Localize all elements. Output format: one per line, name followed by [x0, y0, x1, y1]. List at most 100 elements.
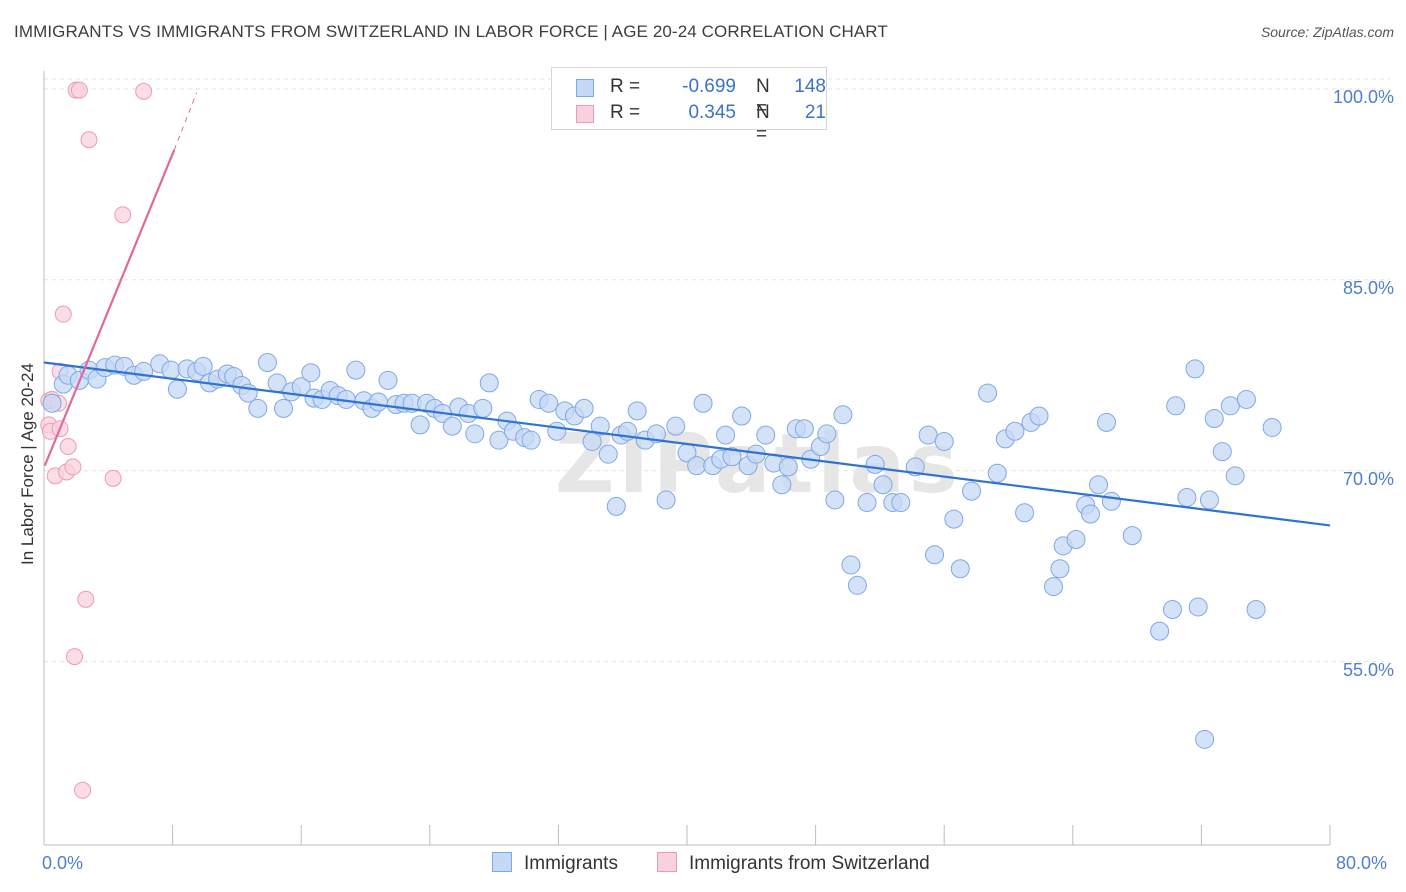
- immigrants-point: [825, 490, 845, 510]
- immigrants-point: [944, 509, 964, 529]
- legend-item-immigrants: Immigrants: [492, 852, 618, 875]
- trend-lines: [43, 92, 1331, 527]
- immigrants-point: [794, 419, 814, 439]
- switzerland-point: [59, 438, 77, 456]
- x-tick-label-min: 0.0%: [42, 853, 84, 873]
- immigrants-point: [547, 421, 567, 441]
- immigrants-point: [410, 415, 430, 435]
- immigrants-point: [772, 475, 792, 495]
- immigrants-point: [539, 393, 559, 413]
- immigrants-point: [473, 398, 493, 418]
- r-label: R =: [610, 102, 641, 123]
- immigrants-point: [1166, 396, 1186, 416]
- immigrants-point: [716, 425, 736, 445]
- switzerland-point: [80, 131, 98, 149]
- immigrants-point: [489, 430, 509, 450]
- immigrants-point: [693, 393, 713, 413]
- legend-label: Immigrants: [524, 853, 618, 874]
- switzerland-point: [77, 590, 95, 608]
- switzerland-point: [104, 469, 122, 487]
- x-tick-label-max: 80.0%: [1336, 853, 1388, 873]
- immigrants-point: [1185, 359, 1205, 379]
- switzerland-trend-extension: [173, 92, 198, 151]
- immigrants-point: [1080, 504, 1100, 524]
- immigrants-point: [1262, 417, 1282, 437]
- switzerland-trend-line: [43, 149, 176, 467]
- immigrants-point: [865, 454, 885, 474]
- immigrants-point: [1066, 529, 1086, 549]
- immigrants-point: [368, 392, 388, 412]
- y-tick-label: 100.0%: [1332, 87, 1394, 107]
- immigrants-point: [978, 383, 998, 403]
- immigrants-point: [891, 493, 911, 513]
- immigrants-point: [248, 398, 268, 418]
- immigrants-point: [442, 416, 462, 436]
- immigrants-point: [1044, 577, 1064, 597]
- series-legend: Immigrants Immigrants from Switzerland: [0, 852, 1406, 878]
- immigrants-point: [378, 370, 398, 390]
- immigrants-point: [167, 379, 187, 399]
- immigrants-point: [1097, 412, 1117, 432]
- switzerland-point: [54, 305, 72, 323]
- immigrants-point: [1101, 491, 1121, 511]
- n-label: N =: [756, 102, 770, 145]
- immigrants-trend-line: [43, 361, 1331, 527]
- correlation-legend: R = -0.699 N = 148 R = 0.345 N = 21: [551, 67, 827, 145]
- immigrants-point: [465, 424, 485, 444]
- immigrants-point: [1188, 597, 1208, 617]
- switzerland-point: [135, 82, 153, 100]
- immigrants-point: [756, 425, 776, 445]
- immigrants-point: [778, 457, 798, 477]
- immigrants-point: [1220, 396, 1240, 416]
- axes: [43, 71, 1331, 846]
- immigrants-point: [1199, 490, 1219, 510]
- immigrants-point: [732, 406, 752, 426]
- legend-swatch-blue: [576, 79, 594, 97]
- immigrants-point: [627, 401, 647, 421]
- immigrants-point: [687, 456, 707, 476]
- immigrants-point: [606, 496, 626, 516]
- r-value: 0.345: [688, 102, 736, 123]
- y-tick-label: 55.0%: [1342, 660, 1394, 680]
- switzerland-point: [114, 206, 132, 224]
- chart-title: IMMIGRANTS VS IMMIGRANTS FROM SWITZERLAN…: [14, 22, 888, 41]
- immigrants-point: [301, 363, 321, 383]
- immigrants-point: [1150, 621, 1170, 641]
- immigrants-point: [1122, 526, 1142, 546]
- legend-swatch-pink: [576, 105, 594, 123]
- switzerland-point: [64, 458, 82, 476]
- blue-series-points: [42, 353, 1282, 749]
- immigrants-point: [1177, 487, 1197, 507]
- immigrants-point: [1029, 406, 1049, 426]
- immigrants-point: [925, 545, 945, 565]
- immigrants-point: [598, 444, 618, 464]
- immigrants-point: [1236, 389, 1256, 409]
- source-label: Source: ZipAtlas.com: [1260, 24, 1394, 40]
- y-tick-label: 85.0%: [1342, 278, 1394, 298]
- immigrants-point: [1195, 729, 1215, 749]
- immigrants-point: [1212, 442, 1232, 462]
- n-label: N =: [756, 76, 770, 119]
- immigrants-point: [1005, 421, 1025, 441]
- immigrants-point: [42, 393, 62, 413]
- r-value: -0.699: [682, 76, 736, 97]
- n-value: 148: [794, 76, 826, 97]
- immigrants-point: [934, 431, 954, 451]
- immigrants-point: [962, 481, 982, 501]
- immigrants-point: [134, 361, 154, 381]
- switzerland-point: [66, 648, 84, 666]
- immigrants-point: [1204, 409, 1224, 429]
- immigrants-point: [1089, 475, 1109, 495]
- immigrants-point: [1246, 599, 1266, 619]
- n-value: 21: [804, 102, 826, 123]
- immigrants-point: [574, 398, 594, 418]
- y-axis-label: In Labor Force | Age 20-24: [18, 363, 37, 565]
- immigrants-point: [646, 424, 666, 444]
- immigrants-point: [722, 447, 742, 467]
- switzerland-point: [74, 781, 92, 799]
- immigrants-point: [1162, 599, 1182, 619]
- immigrants-point: [817, 424, 837, 444]
- immigrants-point: [521, 430, 541, 450]
- immigrants-point: [656, 490, 676, 510]
- immigrants-point: [1015, 503, 1035, 523]
